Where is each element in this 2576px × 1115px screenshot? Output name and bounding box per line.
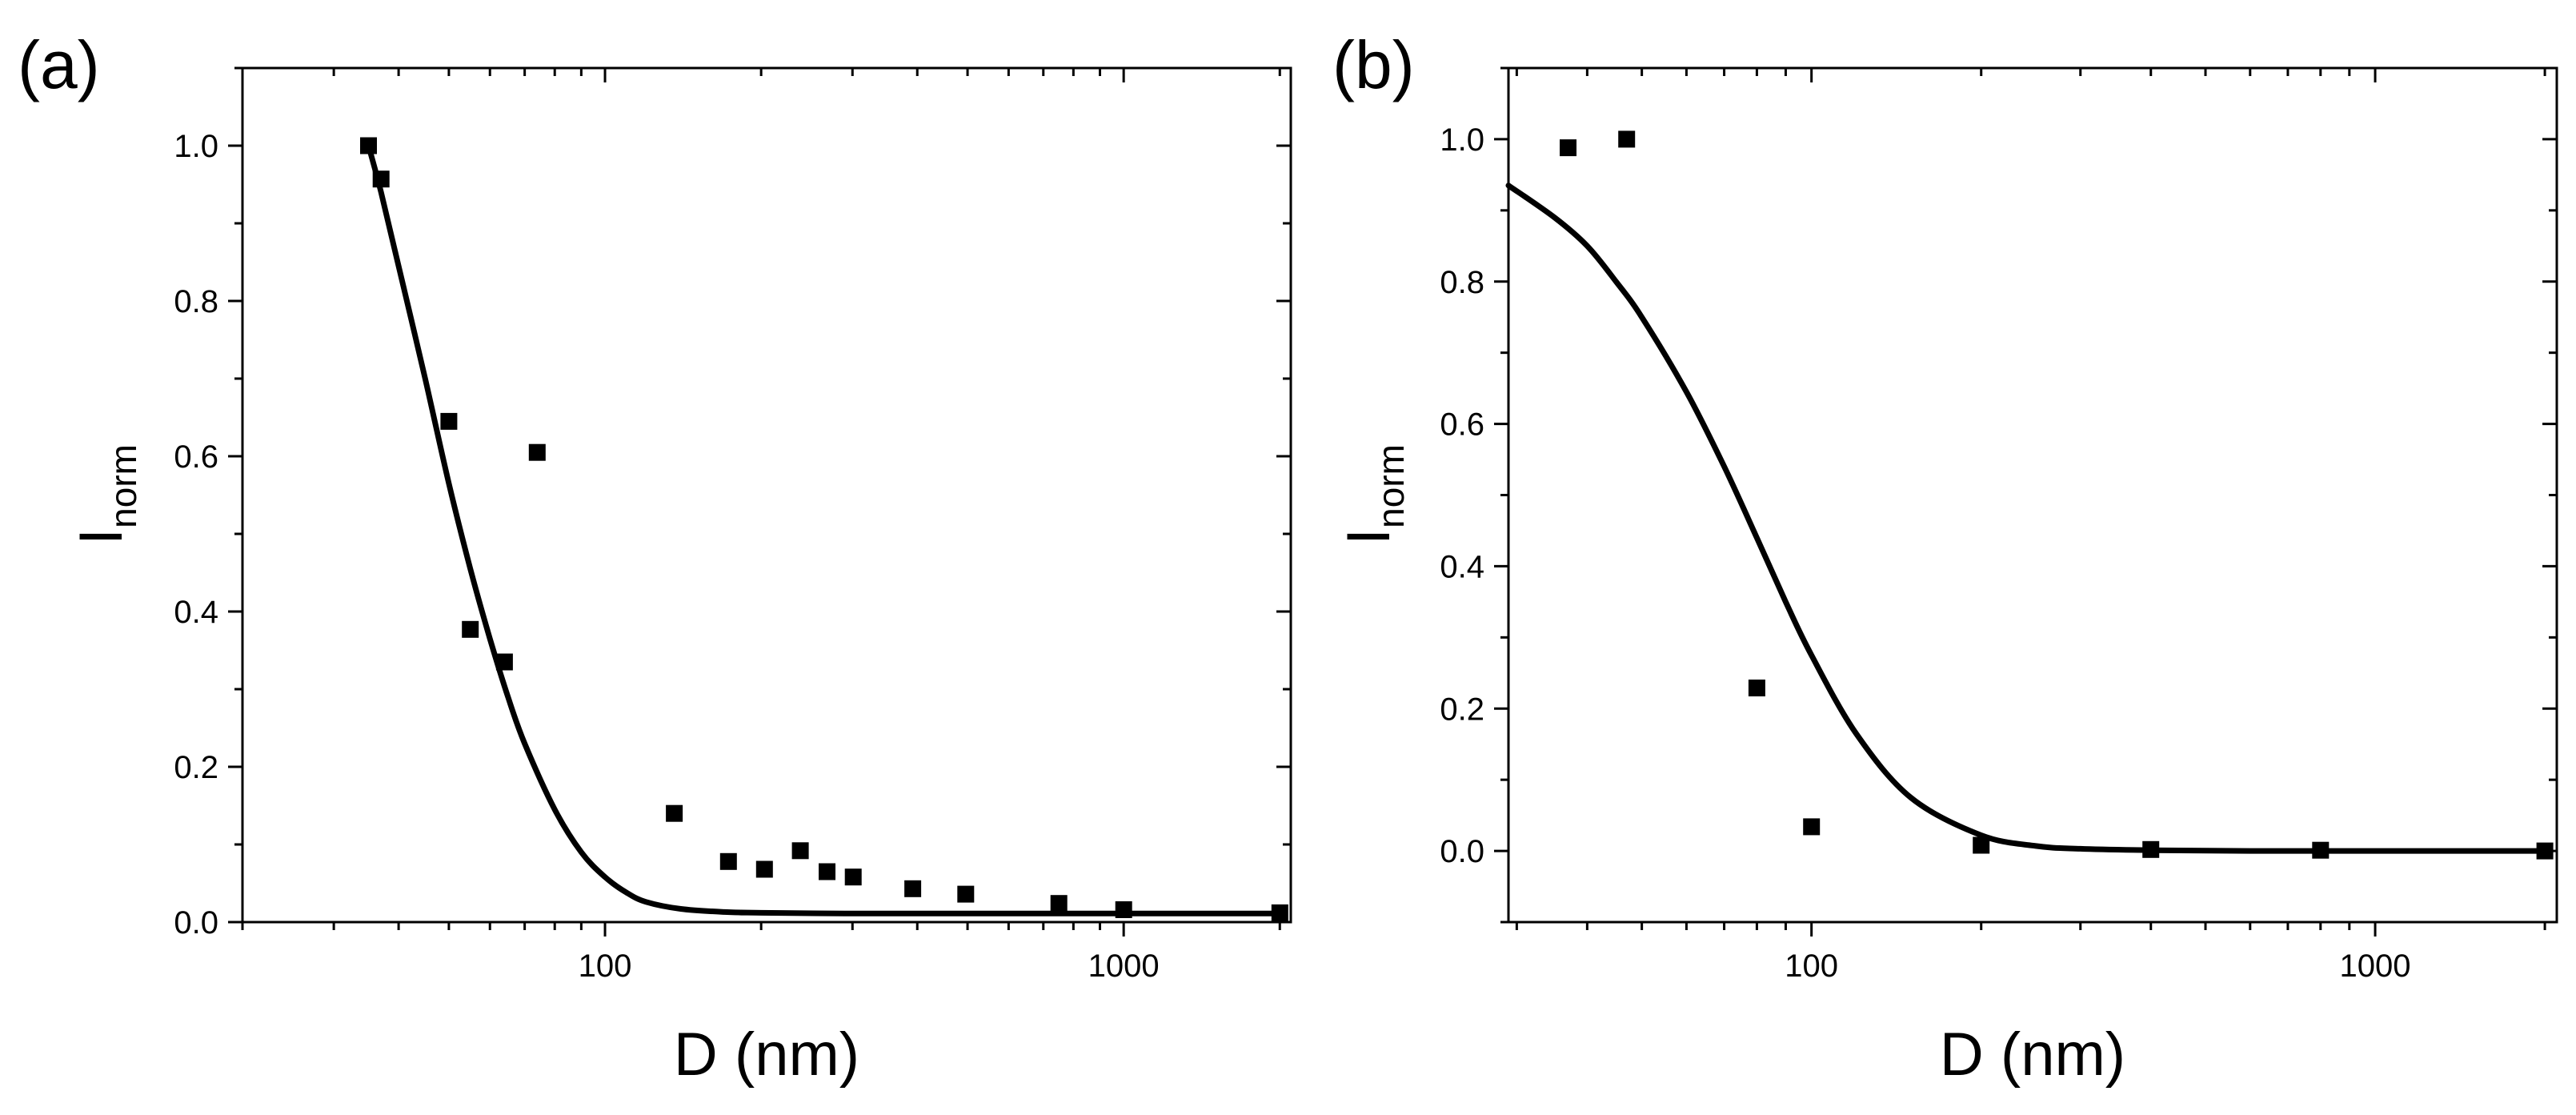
data-point	[1560, 139, 1576, 157]
x-tick-label: 1000	[2340, 949, 2411, 984]
x-axis-label: D (nm)	[1940, 1021, 2125, 1089]
x-tick-label: 1000	[1088, 949, 1160, 984]
y-axis-label: Inorm	[1335, 444, 1412, 545]
data-point	[666, 804, 683, 822]
y-tick-label: 1.0	[174, 129, 218, 164]
y-tick-label: 0.8	[174, 284, 218, 319]
y-axis-label-sub: norm	[1370, 444, 1412, 528]
y-tick-label: 0.6	[1440, 407, 1484, 443]
fit-curve-group	[1505, 182, 2548, 854]
y-axis-label-main: I	[1335, 528, 1403, 545]
axis-ticks: 0.0 0.2 0.4 0.6 0.8 1.0 100 1000	[1440, 66, 2557, 984]
fit-curve-group	[366, 142, 1283, 916]
data-point	[1115, 901, 1132, 918]
data-point	[360, 137, 377, 154]
y-axis-label-main: I	[67, 528, 135, 545]
data-point	[528, 443, 546, 461]
data-point	[2536, 842, 2554, 860]
y-axis-label-sub: norm	[102, 444, 144, 528]
fit-curve	[1505, 182, 2548, 854]
panel-label: (b)	[1332, 27, 1415, 102]
y-tick-label: 0.2	[1440, 692, 1484, 727]
y-tick-label: 0.4	[1440, 549, 1484, 584]
data-point	[844, 868, 862, 886]
fit-curve	[366, 142, 1283, 916]
data-point	[462, 620, 479, 638]
data-point	[440, 412, 458, 430]
y-tick-label: 0.0	[1440, 834, 1484, 869]
data-point	[372, 170, 390, 188]
plot-frame	[241, 66, 1292, 924]
data-point	[957, 885, 975, 903]
data-markers	[360, 137, 1288, 921]
y-tick-label: 1.0	[1440, 122, 1484, 158]
x-tick-label: 100	[1785, 949, 1838, 984]
y-tick-label: 0.4	[174, 595, 218, 630]
y-tick-label: 0.2	[174, 750, 218, 785]
panel-label: (a)	[18, 27, 100, 102]
plot-frame	[1507, 66, 2558, 924]
y-tick-label: 0.0	[174, 905, 218, 941]
data-point	[1271, 904, 1288, 921]
data-point	[2142, 840, 2160, 858]
data-point	[1973, 836, 1990, 854]
data-point	[904, 880, 922, 897]
data-point	[495, 653, 513, 671]
y-tick-label: 0.6	[174, 439, 218, 475]
data-point	[2312, 841, 2330, 859]
x-tick-label: 100	[579, 949, 632, 984]
data-point	[719, 852, 737, 870]
data-point	[1748, 680, 1765, 696]
axis-ticks: 0.0 0.2 0.4 0.6 0.8 1.0 100 1000	[174, 66, 1291, 984]
svg-text:Inorm: Inorm	[1335, 444, 1412, 545]
data-point	[755, 860, 773, 878]
data-point	[1618, 130, 1636, 148]
panel-a: (a) 0.0 0.2 0.4 0.6 0.8 1.0 100 1000 D (nm) Ino…	[18, 27, 1292, 1089]
panel-b: (b) 0.0 0.2 0.4 0.6 0.8 1.0 100 1000 D (nm) Ino…	[1332, 27, 2558, 1089]
y-tick-label: 0.8	[1440, 265, 1484, 300]
y-axis-label: Inorm	[67, 444, 144, 545]
x-axis-label: D (nm)	[674, 1021, 859, 1089]
data-point	[1803, 818, 1821, 836]
data-point	[1050, 895, 1068, 912]
data-point	[819, 863, 835, 880]
data-point	[791, 842, 809, 860]
data-markers	[1560, 130, 2554, 860]
svg-text:Inorm: Inorm	[67, 444, 144, 545]
